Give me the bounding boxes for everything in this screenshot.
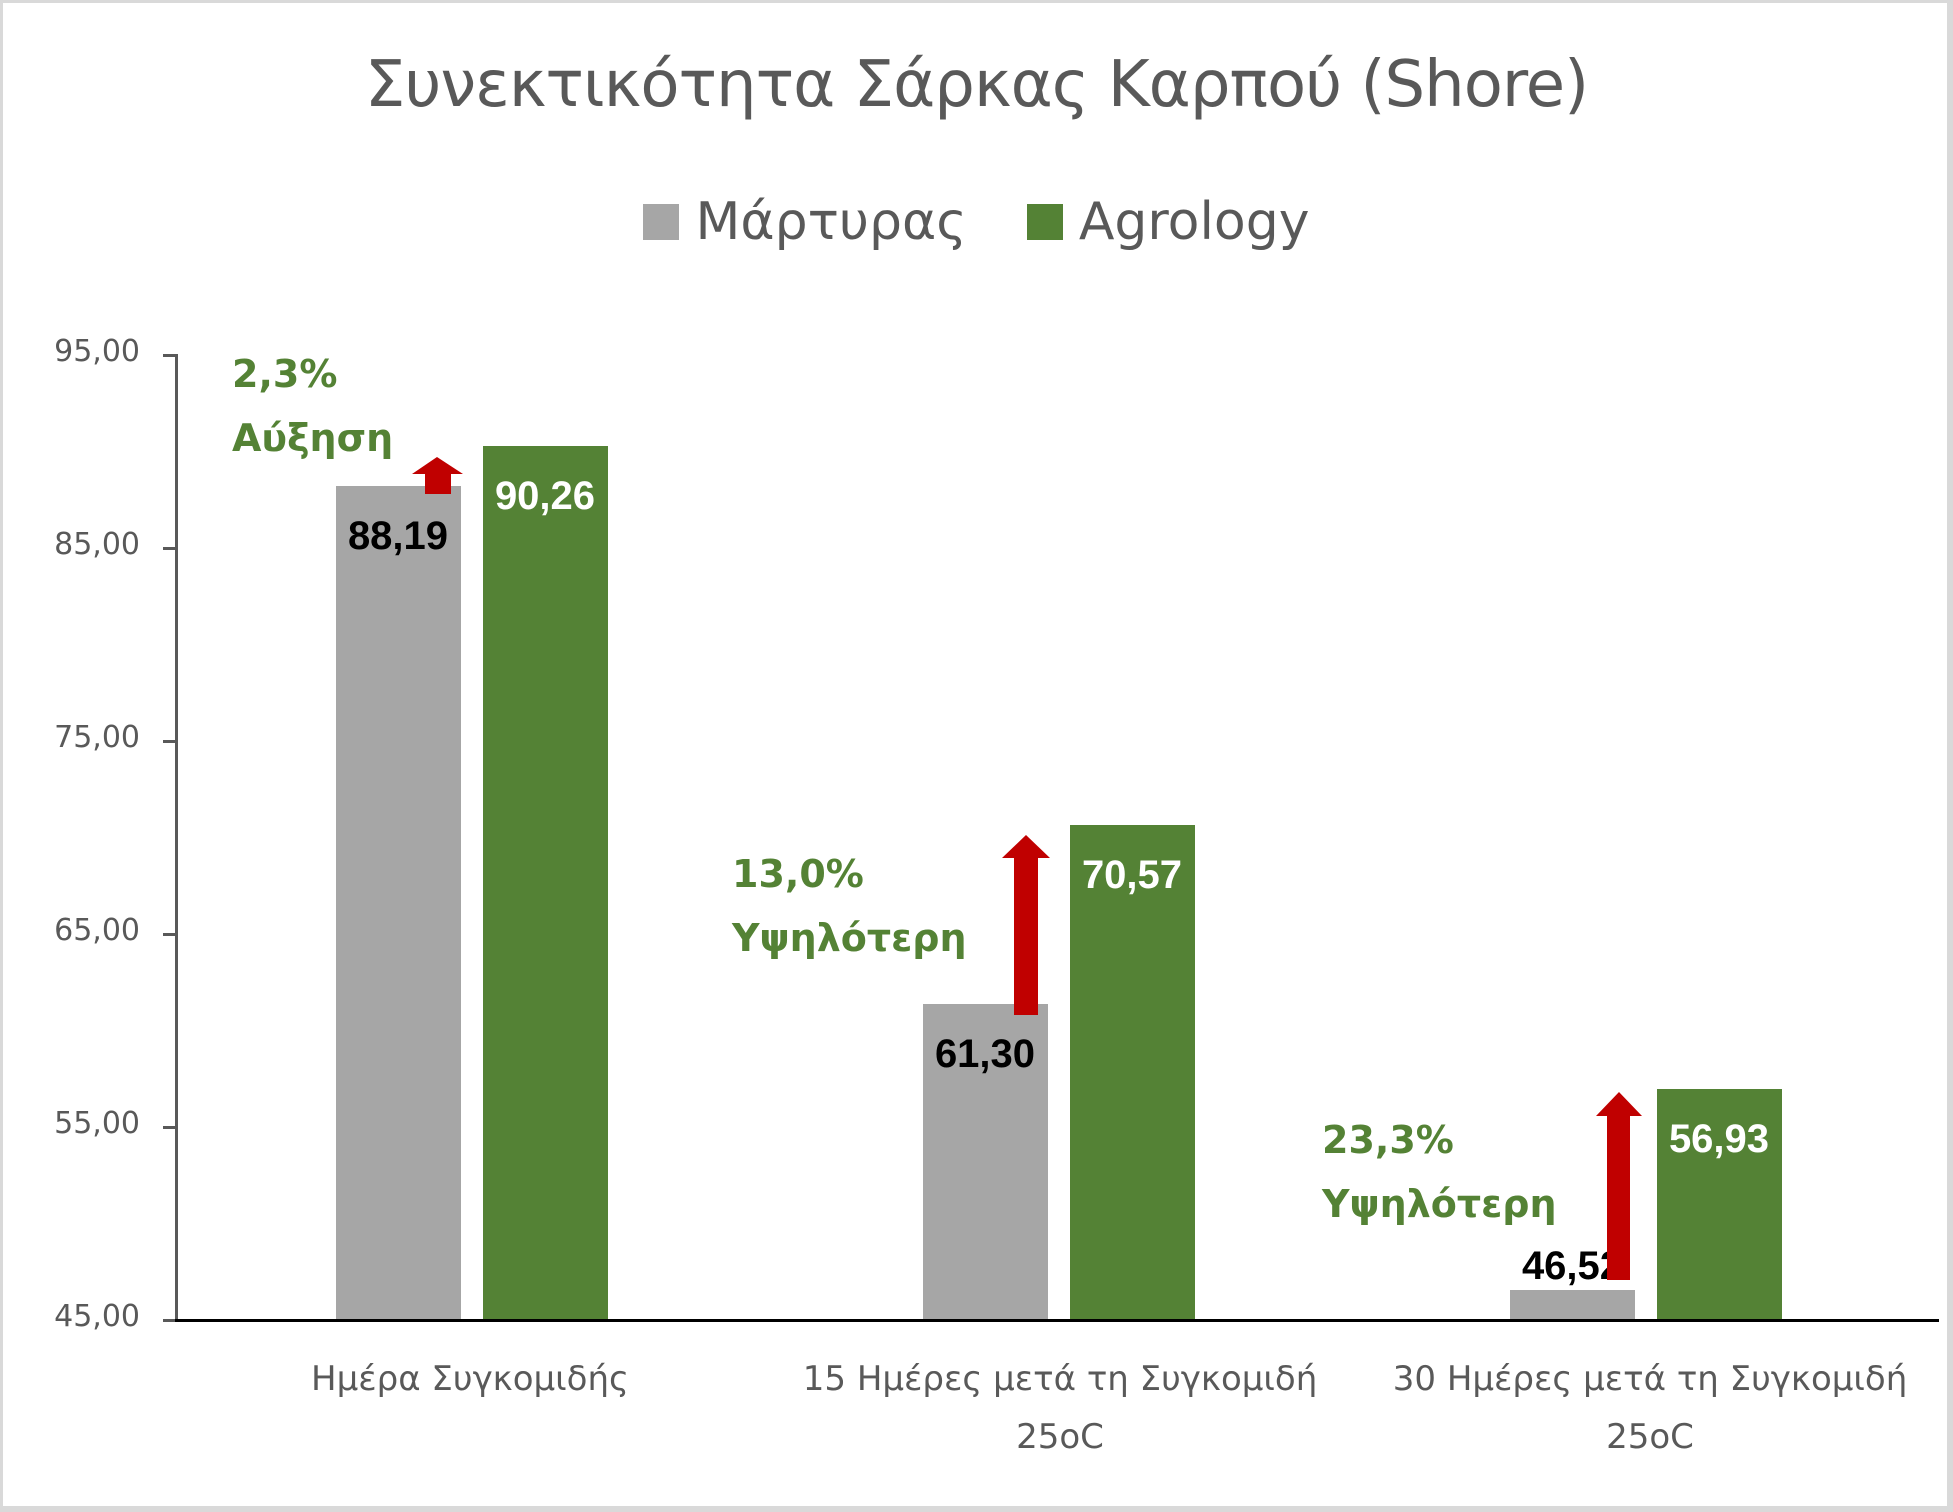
bar-control-15-days: [923, 1004, 1048, 1320]
arrow-up-icon: [1596, 1092, 1642, 1280]
data-label: 56,93: [1668, 1117, 1770, 1161]
legend-swatch-green: [1026, 204, 1063, 240]
annotation-text: Αύξηση: [232, 416, 394, 460]
legend-item-agrology: Agrology: [1026, 192, 1310, 252]
arrow-up-icon: [1002, 835, 1050, 1015]
arrow-up-icon: [412, 457, 463, 494]
x-label-line: Ημέρα Συγκομιδής: [311, 1359, 629, 1399]
y-axis-line: [175, 354, 178, 1321]
annotation-percent: 2,3%: [232, 352, 338, 396]
annotation-15-days: 13,0% Υψηλότερη: [732, 842, 967, 970]
y-tick-label: 95,00: [54, 334, 140, 369]
x-label-30-days: 30 Ημέρες μετά τη Συγκομιδή 25oC: [1360, 1350, 1940, 1466]
legend-label: Agrology: [1078, 192, 1310, 252]
y-tick-label: 45,00: [54, 1299, 140, 1334]
legend: Μάρτυρας Agrology: [0, 192, 1953, 252]
chart-title: Συνεκτικότητα Σάρκας Καρπού (Shore): [364, 48, 1589, 122]
data-label: 70,57: [1081, 853, 1183, 897]
legend-swatch-gray: [643, 204, 680, 240]
x-axis-line: [175, 1319, 1939, 1322]
y-tick: [163, 1126, 178, 1129]
legend-label: Μάρτυρας: [695, 192, 967, 252]
y-tick: [163, 740, 178, 743]
x-label-line: 30 Ημέρες μετά τη Συγκομιδή: [1392, 1359, 1908, 1399]
bar-control-harvest-day: [336, 486, 461, 1320]
bar-agrology-30-days: [1657, 1089, 1782, 1320]
annotation-text: Υψηλότερη: [1322, 1182, 1557, 1226]
y-tick-label: 85,00: [54, 527, 140, 562]
data-label: 88,19: [347, 514, 449, 558]
y-tick: [163, 354, 178, 357]
y-tick: [163, 547, 178, 550]
data-label: 61,30: [934, 1032, 1036, 1076]
annotation-30-days: 23,3% Υψηλότερη: [1322, 1108, 1557, 1236]
y-tick-label: 75,00: [54, 720, 140, 755]
annotation-harvest-day: 2,3% Αύξηση: [232, 342, 393, 470]
y-tick-label: 55,00: [54, 1106, 140, 1141]
y-tick: [163, 933, 178, 936]
annotation-text: Υψηλότερη: [732, 916, 967, 960]
x-label-harvest-day: Ημέρα Συγκομιδής: [240, 1350, 700, 1408]
y-tick: [163, 1319, 178, 1322]
legend-item-control: Μάρτυρας: [643, 192, 967, 252]
data-label: 46,52: [1521, 1244, 1623, 1288]
x-label-15-days: 15 Ημέρες μετά τη Συγκομιδή 25oC: [770, 1350, 1350, 1466]
x-label-line: 25oC: [1016, 1417, 1104, 1457]
annotation-percent: 23,3%: [1322, 1118, 1454, 1162]
bar-control-30-days: [1510, 1290, 1635, 1320]
bar-agrology-harvest-day: [483, 446, 608, 1320]
bar-agrology-15-days: [1070, 825, 1195, 1320]
x-label-line: 15 Ημέρες μετά τη Συγκομιδή: [802, 1359, 1318, 1399]
x-label-line: 25oC: [1606, 1417, 1694, 1457]
annotation-percent: 13,0%: [732, 852, 864, 896]
y-tick-label: 65,00: [54, 913, 140, 948]
data-label: 90,26: [494, 474, 596, 518]
